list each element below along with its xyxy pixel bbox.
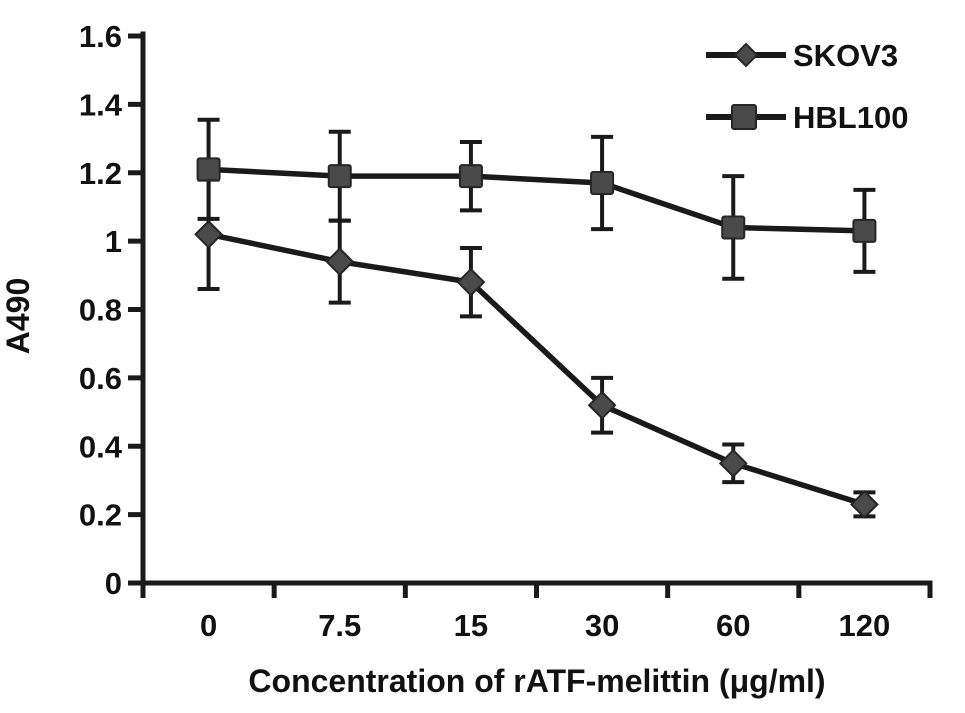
y-tick-label: 0.4: [79, 429, 123, 464]
y-tick-label: 1.6: [79, 19, 122, 54]
legend-diamond-icon: [733, 42, 759, 68]
y-axis-title: A490: [0, 278, 36, 355]
x-tick-label: 60: [716, 608, 750, 643]
data-point-square-hbl100: [196, 157, 221, 182]
x-tick-label: 15: [454, 608, 488, 643]
y-tick-label: 1: [105, 224, 122, 259]
series-line-skov3: [208, 231, 866, 507]
x-tick-label: 30: [585, 608, 619, 643]
data-point-diamond-skov3: [325, 247, 355, 277]
data-point-square-hbl100: [327, 164, 352, 189]
data-point-square-hbl100: [458, 164, 483, 189]
data-point-square-hbl100: [852, 218, 877, 243]
legend: SKOV3 HBL100: [706, 38, 908, 135]
legend-label-hbl100: HBL100: [793, 100, 908, 135]
data-point-diamond-skov3: [850, 489, 879, 519]
y-tick-label: 0.8: [79, 293, 122, 328]
plot-area: 0 0.2 0.4 0.6 0.8 1 1.2 1.4 1.6 0 7.5 15 30 60 120: [79, 19, 933, 643]
data-point-square-hbl100: [721, 215, 746, 240]
data-point-diamond-skov3: [587, 390, 617, 420]
x-tick-label: 120: [839, 608, 891, 643]
x-tick-label: 0: [200, 608, 217, 643]
y-tick-label: 0.2: [79, 498, 122, 533]
legend-square-icon: [731, 104, 757, 130]
data-point-square-hbl100: [590, 171, 615, 196]
legend-label-skov3: SKOV3: [793, 38, 898, 73]
data-point-diamond-skov3: [456, 267, 486, 297]
x-axis-title: Concentration of rATF-melittin (μg/ml): [248, 663, 825, 699]
x-tick-label: 7.5: [318, 608, 361, 643]
data-point-diamond-skov3: [718, 448, 748, 478]
y-tick-label: 1.4: [79, 87, 123, 122]
y-tick-label: 0.6: [79, 361, 122, 396]
series-line-hbl100: [208, 166, 865, 234]
y-tick-label: 0: [105, 566, 122, 601]
data-point-diamond-skov3: [194, 219, 223, 249]
y-tick-label: 1.2: [79, 156, 122, 191]
